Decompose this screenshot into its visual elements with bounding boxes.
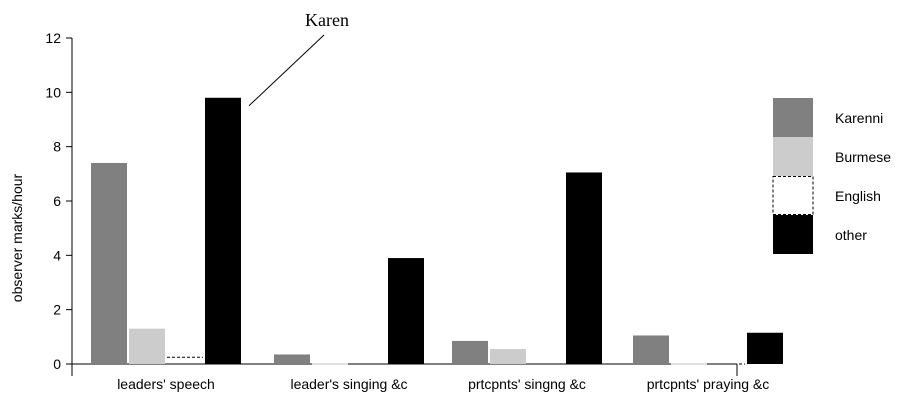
- legend: Karenni Burmese English other: [772, 98, 891, 254]
- bar-karenni-1: [91, 162, 127, 364]
- y-tick-label: 2: [53, 302, 61, 318]
- y-tick-label: 0: [53, 356, 61, 372]
- bar-other-4: [747, 332, 783, 364]
- legend-label-karenni: Karenni: [835, 110, 883, 126]
- legend-swatch-burmese: [773, 137, 813, 176]
- labels: leaders' speech leader's singing &c prtcpn…: [117, 10, 769, 392]
- x-tick-label: leaders' speech: [117, 376, 215, 392]
- bar-karenni-4: [633, 335, 669, 364]
- bar-burmese-2: [312, 363, 348, 365]
- bars: [91, 97, 783, 365]
- x-tick-label: leader's singing &c: [290, 376, 407, 392]
- legend-swatch-english: [772, 176, 814, 215]
- bar-other-3: [566, 172, 602, 364]
- annotation-label: Karen: [305, 10, 349, 30]
- y-tick-label: 8: [53, 139, 61, 155]
- bar-karenni-2: [274, 354, 310, 364]
- bar-karenni-3: [452, 340, 488, 364]
- bar-other-1: [205, 97, 241, 365]
- bar-burmese-4: [671, 363, 707, 365]
- legend-swatch-other: [773, 215, 813, 254]
- y-axis-label: observer marks/hour: [9, 173, 25, 302]
- legend-label-other: other: [835, 227, 867, 243]
- annotation-leader-line: [248, 34, 325, 107]
- legend-label-english: English: [835, 188, 881, 204]
- x-tick-label: prtcpnts' praying &c: [647, 376, 770, 392]
- y-tick-label: 4: [53, 247, 61, 263]
- bar-burmese-3: [490, 349, 526, 364]
- y-tick-label: 10: [45, 84, 61, 100]
- bar-other-2: [388, 258, 424, 364]
- x-tick-label: prtcpnts' singng &c: [468, 376, 586, 392]
- legend-swatch-karenni: [773, 98, 813, 137]
- y-tick-label: 12: [45, 30, 61, 46]
- axes: 0 2 4 6 8 10 12: [45, 30, 738, 376]
- legend-label-burmese: Burmese: [835, 149, 891, 165]
- bar-burmese-1: [129, 328, 165, 364]
- y-tick-label: 6: [53, 193, 61, 209]
